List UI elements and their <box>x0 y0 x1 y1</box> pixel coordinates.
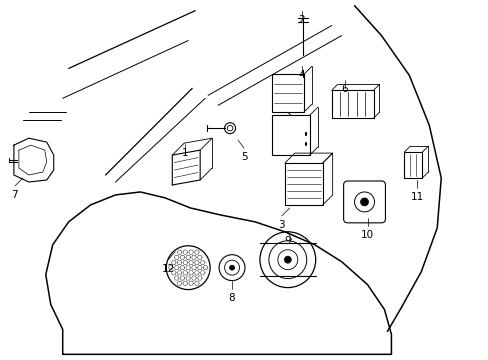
Bar <box>404 152 422 178</box>
Text: 1: 1 <box>182 148 188 158</box>
Text: 2: 2 <box>298 15 305 24</box>
Text: 7: 7 <box>12 190 18 200</box>
Text: 11: 11 <box>410 192 423 202</box>
Circle shape <box>229 265 234 270</box>
Bar <box>331 90 373 118</box>
Text: 4: 4 <box>298 71 305 80</box>
Text: 10: 10 <box>360 230 373 240</box>
Bar <box>271 75 303 112</box>
Text: 8: 8 <box>228 293 235 302</box>
FancyBboxPatch shape <box>343 181 385 223</box>
Text: 5: 5 <box>240 152 247 162</box>
Text: 12: 12 <box>162 264 175 274</box>
Text: 9: 9 <box>284 236 290 246</box>
Text: 6: 6 <box>341 84 347 94</box>
Bar <box>285 163 322 205</box>
Text: 3: 3 <box>278 220 285 230</box>
Circle shape <box>360 198 368 206</box>
Circle shape <box>284 256 291 263</box>
Bar <box>271 115 309 155</box>
